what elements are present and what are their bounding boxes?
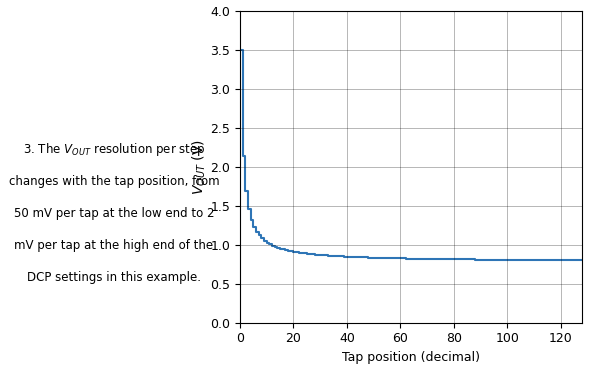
Y-axis label: $V_{OUT}$ (V): $V_{OUT}$ (V) [190,139,208,195]
Text: mV per tap at the high end of the: mV per tap at the high end of the [14,239,214,252]
Text: 50 mV per tap at the low end to 2: 50 mV per tap at the low end to 2 [14,207,214,220]
Text: changes with the tap position, from: changes with the tap position, from [8,176,220,188]
Text: DCP settings in this example.: DCP settings in this example. [27,271,201,284]
X-axis label: Tap position (decimal): Tap position (decimal) [342,351,480,364]
Text: 3. The $V_{OUT}$ resolution per step: 3. The $V_{OUT}$ resolution per step [23,141,205,159]
